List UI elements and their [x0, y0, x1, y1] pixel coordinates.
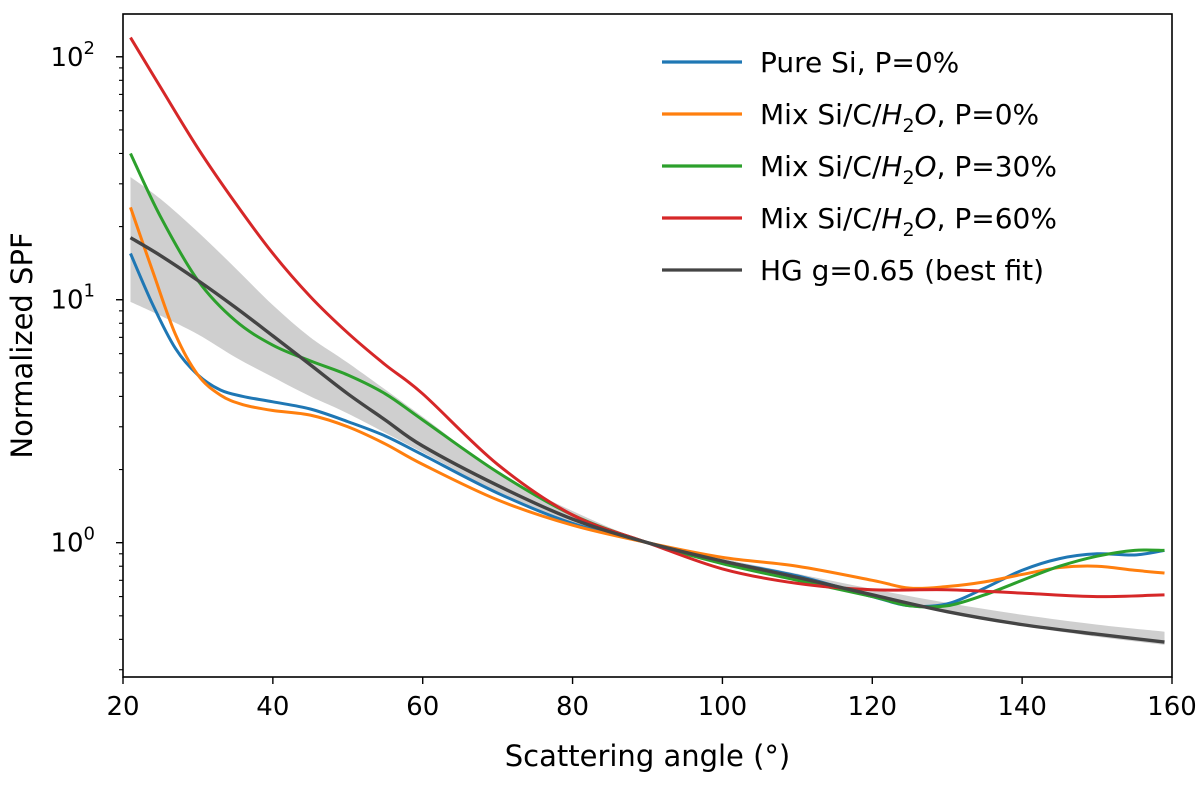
y-tick-label: 100 [50, 524, 95, 559]
x-tick-label: 160 [1147, 692, 1197, 722]
plot-frame [122, 13, 1173, 678]
legend-math: H [881, 150, 902, 183]
y-tick-exponent: 0 [84, 524, 95, 545]
legend: Pure Si, P=0%Mix Si/C/H2O, P=0%Mix Si/C/… [662, 46, 1057, 287]
legend-math-subscript: 2 [902, 115, 914, 137]
legend-text-part: Mix Si/C/ [760, 98, 882, 131]
x-tick-label: 120 [847, 692, 897, 722]
y-tick-exponent: 1 [84, 281, 95, 302]
legend-math-subscript: 2 [902, 167, 914, 189]
legend-text-part: HG g=0.65 (best fit) [760, 254, 1044, 287]
y-tick-label: 101 [50, 281, 95, 316]
x-tick-label: 20 [106, 692, 139, 722]
y-tick-label: 102 [50, 38, 95, 73]
legend-label-4: Mix Si/C/H2O, P=60% [760, 202, 1057, 241]
x-tick-label: 140 [997, 692, 1047, 722]
legend-math: O [915, 150, 937, 183]
legend-text-part: , P=0% [937, 98, 1040, 131]
legend-math: O [915, 202, 937, 235]
legend-label-2: Mix Si/C/H2O, P=0% [760, 98, 1039, 137]
y-axis-label: Normalized SPF [5, 232, 39, 458]
legend-math: O [915, 98, 937, 131]
legend-text-part: , P=30% [937, 150, 1057, 183]
legend-math: H [881, 202, 902, 235]
legend-text-part: Mix Si/C/ [760, 150, 882, 183]
x-axis-ticks: 20 40 60 80 100 120 140 160 [106, 677, 1197, 722]
legend-text-part: Pure Si, P=0% [760, 46, 959, 79]
series-line-2 [129, 206, 1165, 590]
legend-text-part: Mix Si/C/ [760, 202, 882, 235]
legend-label-3: Mix Si/C/H2O, P=30% [760, 150, 1057, 189]
series-line-4 [129, 36, 1165, 599]
series-line-1 [129, 252, 1165, 608]
x-tick-label: 100 [698, 692, 748, 722]
legend-label-1: Pure Si, P=0% [760, 46, 959, 79]
x-axis-label: Scattering angle (°) [505, 739, 791, 773]
x-tick-label: 40 [256, 692, 289, 722]
x-tick-label: 80 [556, 692, 589, 722]
series-line-5 [129, 236, 1165, 644]
x-tick-label: 60 [406, 692, 439, 722]
series-layer [129, 36, 1165, 644]
y-tick-exponent: 2 [84, 38, 95, 59]
legend-label-5: HG g=0.65 (best fit) [760, 254, 1044, 287]
legend-math: H [881, 98, 902, 131]
legend-text-part: , P=60% [937, 202, 1057, 235]
legend-math-subscript: 2 [902, 219, 914, 241]
